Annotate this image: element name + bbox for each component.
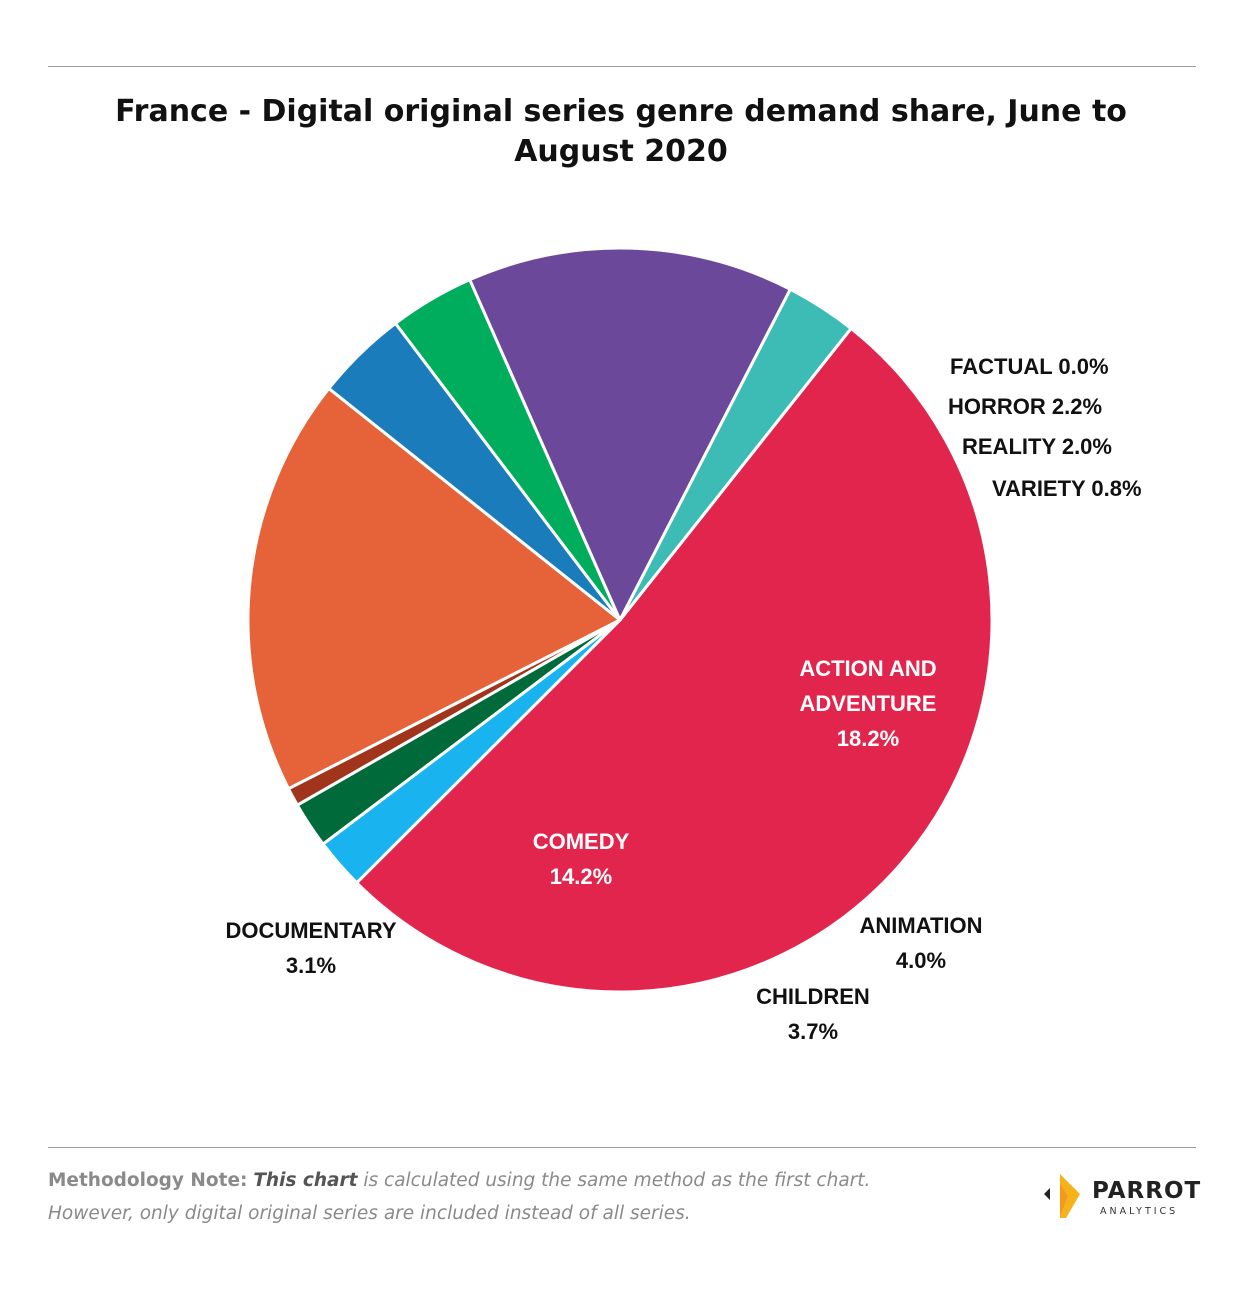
methodology-note-line2: However, only digital original series ar… xyxy=(48,1203,691,1224)
logo-subtitle: ANALYTICS xyxy=(1100,1206,1179,1217)
slice-label-factual: FACTUAL 0.0% xyxy=(950,354,1109,379)
slice-label-children: CHILDREN 3.7% xyxy=(756,984,870,1044)
methodology-note: Methodology Note: This chart is calculat… xyxy=(48,1164,948,1230)
pie-slice-action-and-adventure xyxy=(246,386,622,791)
parrot-analytics-logo: PARROT ANALYTICS xyxy=(1040,1172,1200,1222)
slice-label-animation: ANIMATION 4.0% xyxy=(859,913,982,973)
slice-label-reality: REALITY 2.0% xyxy=(962,434,1112,459)
methodology-note-text: is calculated using the same method as t… xyxy=(363,1170,871,1191)
pie-slice-drama xyxy=(355,326,994,994)
slice-label-comedy: COMEDY 14.2% xyxy=(533,829,630,889)
bottom-divider xyxy=(48,1147,1196,1148)
methodology-note-emphasis: This chart xyxy=(253,1170,358,1191)
slice-label-horror: HORROR 2.2% xyxy=(948,394,1102,419)
top-divider xyxy=(48,66,1196,67)
slice-label-action-and-adventure: ACTION AND ADVENTURE 18.2% xyxy=(799,656,936,751)
pie-slice-comedy xyxy=(468,246,792,622)
chart-title: France - Digital original series genre d… xyxy=(115,94,1127,169)
pie-chart: DRAMA51.9%FACTUAL 0.0%HORROR 2.2%REALITY… xyxy=(225,246,1142,1044)
slice-label-documentary: DOCUMENTARY 3.1% xyxy=(225,918,396,978)
pie-slice-documentary xyxy=(618,287,853,622)
parrot-logo-icon xyxy=(1044,1174,1080,1218)
methodology-note-label: Methodology Note: xyxy=(48,1170,248,1191)
logo-name: PARROT xyxy=(1092,1178,1202,1204)
slice-label-variety: VARIETY 0.8% xyxy=(992,476,1142,501)
